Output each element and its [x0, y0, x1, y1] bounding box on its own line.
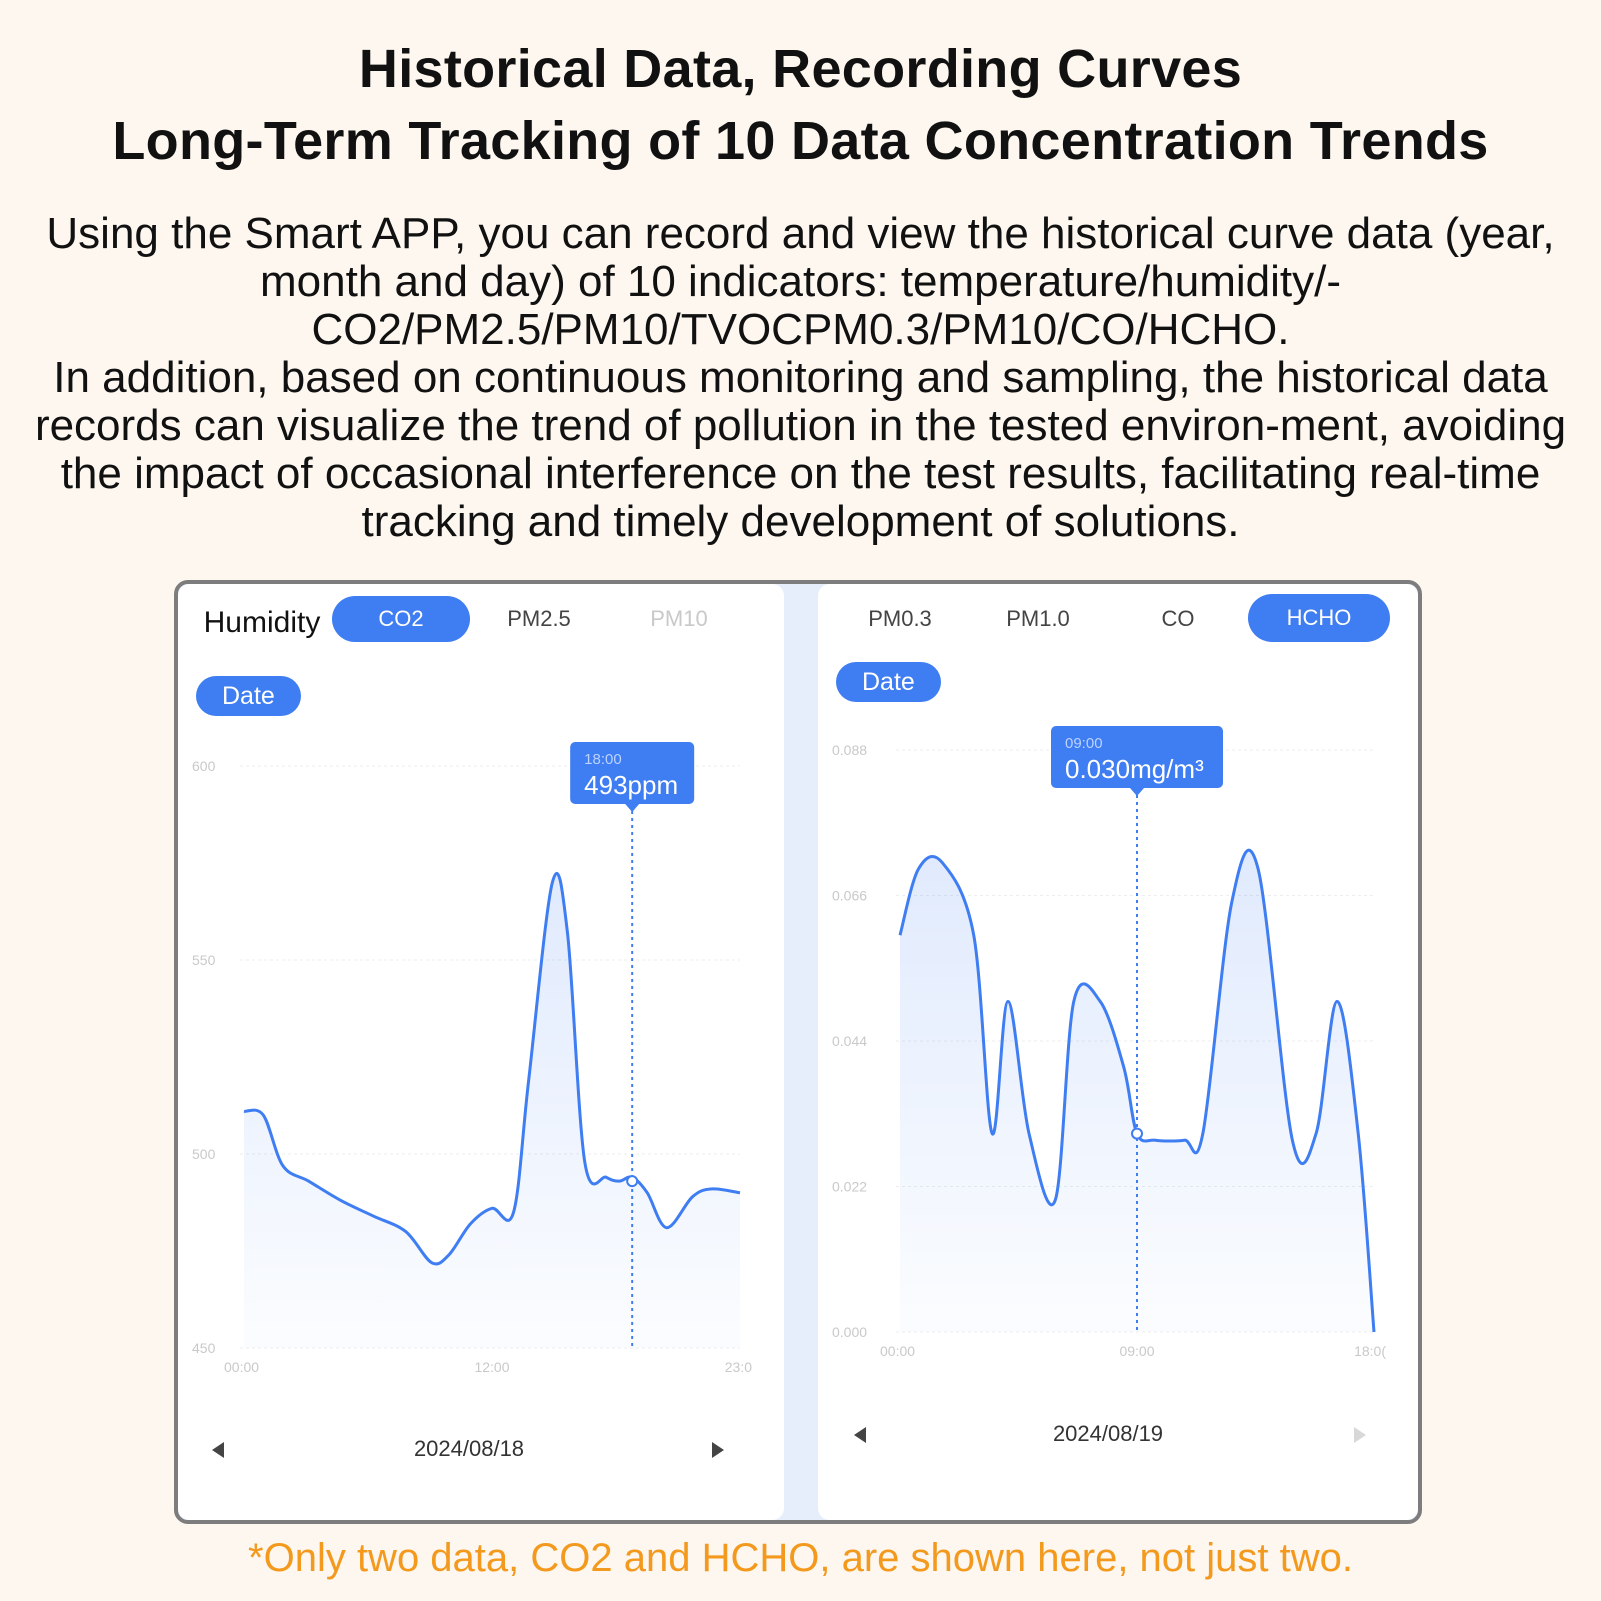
phone-screenshots-frame: Humidity CO2 PM2.5 PM10 Date 600 550 500 45…	[174, 580, 1422, 1524]
tooltip-time: 09:00	[1065, 735, 1103, 752]
tab-humidity[interactable]: Humidity	[203, 606, 321, 639]
tab-pm10[interactable]: PM10	[650, 606, 708, 631]
date-button[interactable]: Date	[196, 676, 301, 716]
x-tick-label: 00:00	[880, 1343, 915, 1359]
triangle-left-icon[interactable]	[212, 1442, 224, 1458]
date-button[interactable]: Date	[836, 662, 941, 702]
y-tick-label: 550	[192, 952, 216, 968]
tooltip-pointer	[1130, 788, 1144, 796]
tooltip-pointer	[625, 804, 640, 812]
co2-history-screen: Humidity CO2 PM2.5 PM10 Date 600 550 500 45…	[178, 584, 784, 1520]
y-tick-label: 0.088	[832, 742, 867, 758]
headline-line-1: Historical Data, Recording Curves	[358, 39, 1243, 99]
tab-pm2-5[interactable]: PM2.5	[507, 606, 571, 631]
hcho-history-screen: PM0.3 PM1.0 CO HCHO Date 0.088 0.066 0.044…	[818, 584, 1418, 1520]
tab-hcho[interactable]: HCHO	[1248, 594, 1390, 642]
series-area	[900, 850, 1374, 1332]
hcho-line-chart: 0.088 0.066 0.044 0.022 0.000 00:00 09:00 18:0(…	[832, 726, 1386, 1359]
tooltip-box	[570, 742, 695, 804]
nav-date-label: 2024/08/18	[413, 1436, 525, 1461]
x-tick-label: 23:0	[725, 1359, 752, 1375]
nav-date-label: 2024/08/19	[1052, 1421, 1164, 1446]
y-tick-label: 0.044	[832, 1033, 867, 1049]
description-paragraph-2: In addition, based on continuous monitor…	[34, 353, 1567, 546]
triangle-left-icon[interactable]	[854, 1427, 866, 1443]
y-tick-label: 0.000	[832, 1324, 867, 1340]
description-paragraph-1: Using the Smart APP, you can record and …	[46, 209, 1555, 354]
tooltip-value: 0.030mg/m³	[1065, 754, 1204, 784]
y-tick-label: 500	[192, 1146, 216, 1162]
tooltip-value: 493ppm	[584, 770, 678, 800]
x-tick-label: 00:00	[224, 1359, 259, 1375]
series-area	[244, 873, 740, 1348]
y-tick-label: 600	[192, 758, 216, 774]
triangle-right-icon[interactable]	[712, 1442, 724, 1458]
footnote: *Only two data, CO2 and HCHO, are shown …	[248, 1536, 1353, 1580]
triangle-right-icon[interactable]	[1354, 1427, 1366, 1443]
tab-pm1-0[interactable]: PM1.0	[1006, 606, 1070, 631]
tab-co[interactable]: CO	[1161, 606, 1195, 631]
tooltip-time: 18:00	[584, 751, 622, 768]
tab-co2[interactable]: CO2	[332, 596, 470, 642]
co2-line-chart: 600 550 500 450 00:00 12:00 23:0 18:00 493ppm	[192, 742, 752, 1375]
highlight-point	[1131, 1127, 1143, 1140]
y-tick-label: 0.022	[832, 1179, 867, 1195]
headline-line-2: Long-Term Tracking of 10 Data Concentrat…	[112, 111, 1489, 171]
x-tick-label: 18:0(	[1354, 1343, 1386, 1359]
tab-pm0-3[interactable]: PM0.3	[868, 606, 932, 631]
x-tick-label: 12:00	[474, 1359, 509, 1375]
x-tick-label: 09:00	[1119, 1343, 1154, 1359]
highlight-point	[626, 1175, 639, 1188]
y-tick-label: 0.066	[832, 888, 867, 904]
tooltip-box	[1051, 726, 1223, 788]
series-line	[243, 871, 741, 1266]
y-tick-label: 450	[192, 1340, 216, 1356]
